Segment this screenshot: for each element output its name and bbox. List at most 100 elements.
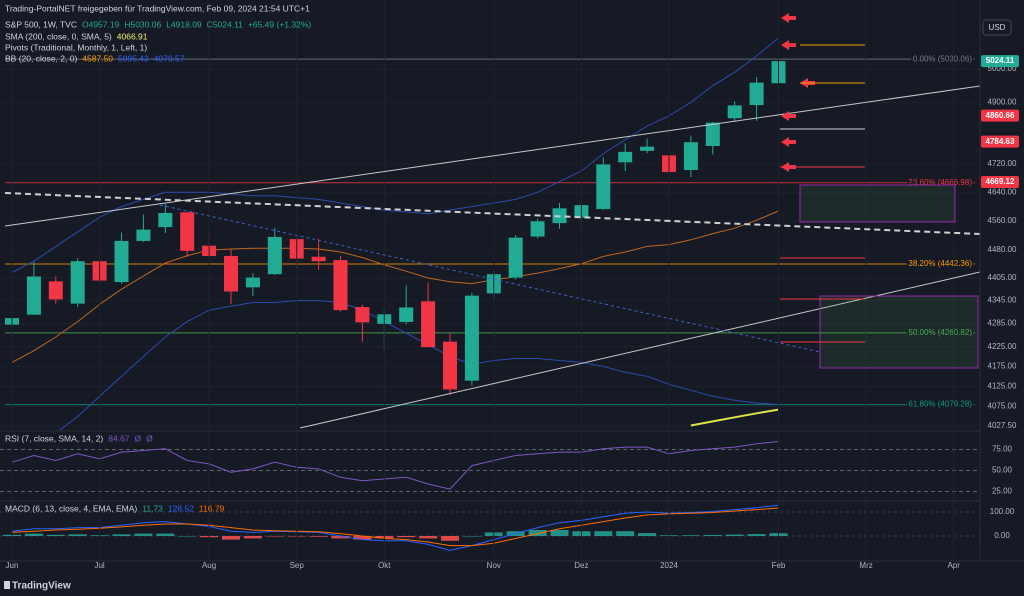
y-tick-label: 4640.00 <box>988 187 1017 196</box>
x-tick-label: Nov <box>487 561 501 570</box>
candle-body <box>640 146 655 151</box>
y-tick-label: 4285.00 <box>988 319 1017 328</box>
macd-histogram-bar <box>462 536 481 537</box>
y-tick-label: 5000.00 <box>988 64 1017 73</box>
chart-title: Trading-PortalNET freigegeben für Tradin… <box>5 3 310 13</box>
macd-histogram-bar <box>681 535 700 536</box>
fib-label: 61.80% (4079.28) <box>908 400 972 409</box>
candle-body <box>70 261 85 304</box>
x-tick-label: Mrz <box>859 561 872 570</box>
candle-body <box>114 240 129 283</box>
x-tick-label: Dez <box>574 561 588 570</box>
candle-body <box>618 151 633 163</box>
macd-tick-label: 100.00 <box>990 507 1015 516</box>
macd-tick-label: 0.00 <box>994 531 1010 540</box>
overlay-line <box>690 408 779 427</box>
candle-body <box>311 256 326 262</box>
rsi-readout: Ø <box>146 433 153 443</box>
price-marker-label: 4784.63 <box>986 137 1015 146</box>
rsi-readout: 84.67 <box>108 433 130 443</box>
macd-histogram-bar <box>397 536 416 538</box>
price-marker <box>981 175 1019 188</box>
rsi-pane <box>0 441 980 492</box>
trendline <box>4 85 980 227</box>
ohlc-readout: O4957.19 <box>82 19 120 29</box>
candle-body <box>727 105 742 119</box>
ohlc-readout: H5030.06 <box>124 19 161 29</box>
dotted-trendline <box>159 204 821 353</box>
candle-body <box>333 260 348 311</box>
price-marker-label: 4669.12 <box>986 177 1015 186</box>
x-tick-label: Sep <box>290 561 305 570</box>
macd-histogram-bar <box>24 533 43 536</box>
candle-body <box>421 301 436 348</box>
fib-label: 23.60% (4666.98) <box>908 178 972 187</box>
y-tick-label: 4027.50 <box>988 421 1017 430</box>
trendline <box>299 271 980 429</box>
rsi-tick-label: 50.00 <box>992 466 1013 475</box>
macd-histogram-bar <box>747 534 766 536</box>
arrow <box>781 111 796 121</box>
candle-body <box>443 341 457 390</box>
macd-histogram-bar <box>331 536 350 539</box>
macd-histogram-bar <box>528 530 547 536</box>
candle-body <box>224 256 238 292</box>
macd-histogram-bar <box>441 536 459 541</box>
price-marker <box>981 55 1019 68</box>
overlay-line <box>11 37 779 273</box>
candle-body <box>267 236 282 275</box>
indicator-readout: 4079.57 <box>154 53 185 63</box>
macd-histogram-bar <box>550 530 569 536</box>
indicator-readout: 5095.43 <box>118 53 149 63</box>
logo-mark <box>4 581 10 589</box>
y-tick-label: 4075.00 <box>988 401 1017 410</box>
macd-readout: 116.79 <box>199 503 225 513</box>
candle-body <box>245 277 260 288</box>
y-tick-label: 4175.00 <box>988 361 1017 370</box>
pivot-lines <box>780 44 865 343</box>
y-tick-label: 4560.00 <box>988 216 1017 225</box>
fib-label: 0.00% (5030.06) <box>913 54 972 63</box>
rsi-line <box>11 441 779 490</box>
macd-histogram-bar <box>638 533 657 536</box>
candle-body <box>705 122 720 146</box>
macd-histogram-bar <box>594 531 613 536</box>
candle-body <box>530 221 545 237</box>
macd-histogram-bar <box>703 535 722 536</box>
indicator-label: SMA (200, close, 0, SMA, 5) <box>5 31 112 41</box>
candle-body <box>355 307 370 323</box>
macd-line <box>11 504 779 551</box>
currency-badge[interactable] <box>982 19 1012 36</box>
candle-body <box>180 212 195 251</box>
macd-histogram-bar <box>309 536 328 537</box>
x-tick-label: 2024 <box>660 561 678 570</box>
macd-histogram-bar <box>156 533 175 536</box>
indicator-readout: 4066.91 <box>117 31 148 41</box>
y-tick-label: 4225.00 <box>988 342 1017 351</box>
macd-histogram-bar <box>68 534 87 536</box>
plot-layer: 0.00% (5030.06) 23.60% (4666.98) 38.20% (4… <box>0 19 1019 571</box>
drawings <box>4 13 980 429</box>
macd-label: MACD (6, 13, close, 4, EMA, EMA) <box>5 503 137 513</box>
price-marker-label: 4860.66 <box>986 111 1015 120</box>
rsi-readout: Ø <box>135 433 142 443</box>
x-tick-label: Feb <box>772 561 786 570</box>
symbol: S&P 500, 1W, TVC <box>5 19 77 29</box>
candle-body <box>596 164 611 210</box>
candle-body <box>26 276 41 315</box>
price-pane: 0.00% (5030.06) 23.60% (4666.98) 38.20% (4… <box>0 37 980 430</box>
x-tick-label: Apr <box>947 561 960 570</box>
macd-histogram-bar <box>222 536 240 540</box>
price-marker <box>981 109 1019 122</box>
zone-box <box>819 295 979 369</box>
macd-histogram-bar <box>616 531 635 536</box>
rsi-tick-label: 25.00 <box>992 487 1013 496</box>
macd-histogram-bar <box>46 534 65 536</box>
y-tick-label: 4125.00 <box>988 381 1017 390</box>
y-tick-label: 4900.00 <box>988 97 1017 106</box>
macd-readout: 128.52 <box>168 503 194 513</box>
fib-label: 50.00% (4260.82) <box>908 328 972 337</box>
macd-histogram-bar <box>243 536 262 539</box>
